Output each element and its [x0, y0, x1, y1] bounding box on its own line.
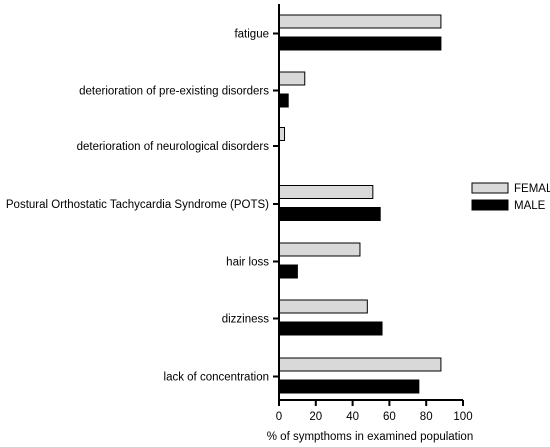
x-tick-label-60: 60	[383, 411, 396, 423]
labels-layer: fatigue deterioration of pre-existing dis…	[6, 29, 473, 424]
bar-female-5	[278, 299, 368, 314]
category-label-2: deterioration of neurological disorders	[77, 141, 270, 153]
x-axis-title: % of sympthoms in examined population	[267, 431, 473, 443]
bar-male-6	[278, 379, 420, 394]
bar-male-4	[278, 264, 298, 279]
bar-female-3	[278, 185, 374, 199]
category-label-1: deterioration of pre-existing disorders	[79, 86, 269, 98]
axes-layer	[273, 4, 464, 406]
x-tick-label-0: 0	[276, 411, 282, 423]
bar-female-4	[278, 242, 361, 257]
x-tick-label-80: 80	[420, 411, 433, 423]
bar-female-6	[278, 357, 442, 372]
bar-male-5	[278, 321, 383, 336]
bar-female-1	[278, 71, 306, 86]
legend: FEMALE MALE	[471, 182, 550, 212]
bar-male-3	[278, 207, 381, 221]
x-tick-label-40: 40	[346, 411, 359, 423]
category-label-6: lack of concentration	[164, 372, 269, 384]
category-label-3: Postural Orthostatic Tachycardia Syndrom…	[6, 199, 269, 211]
bar-male-0	[278, 36, 442, 51]
category-label-5: dizziness	[222, 314, 270, 326]
legend-label-male: MALE	[514, 200, 546, 212]
legend-label-female: FEMALE	[514, 183, 550, 195]
category-label-0: fatigue	[234, 29, 269, 41]
bars-layer	[278, 14, 442, 394]
legend-swatch-male	[471, 199, 509, 211]
category-label-4: hair loss	[226, 257, 269, 269]
x-tick-label-20: 20	[309, 411, 322, 423]
x-tick-label-100: 100	[453, 411, 472, 423]
legend-swatch-female	[471, 182, 509, 194]
bar-female-0	[278, 14, 442, 29]
bar-male-1	[278, 93, 289, 108]
